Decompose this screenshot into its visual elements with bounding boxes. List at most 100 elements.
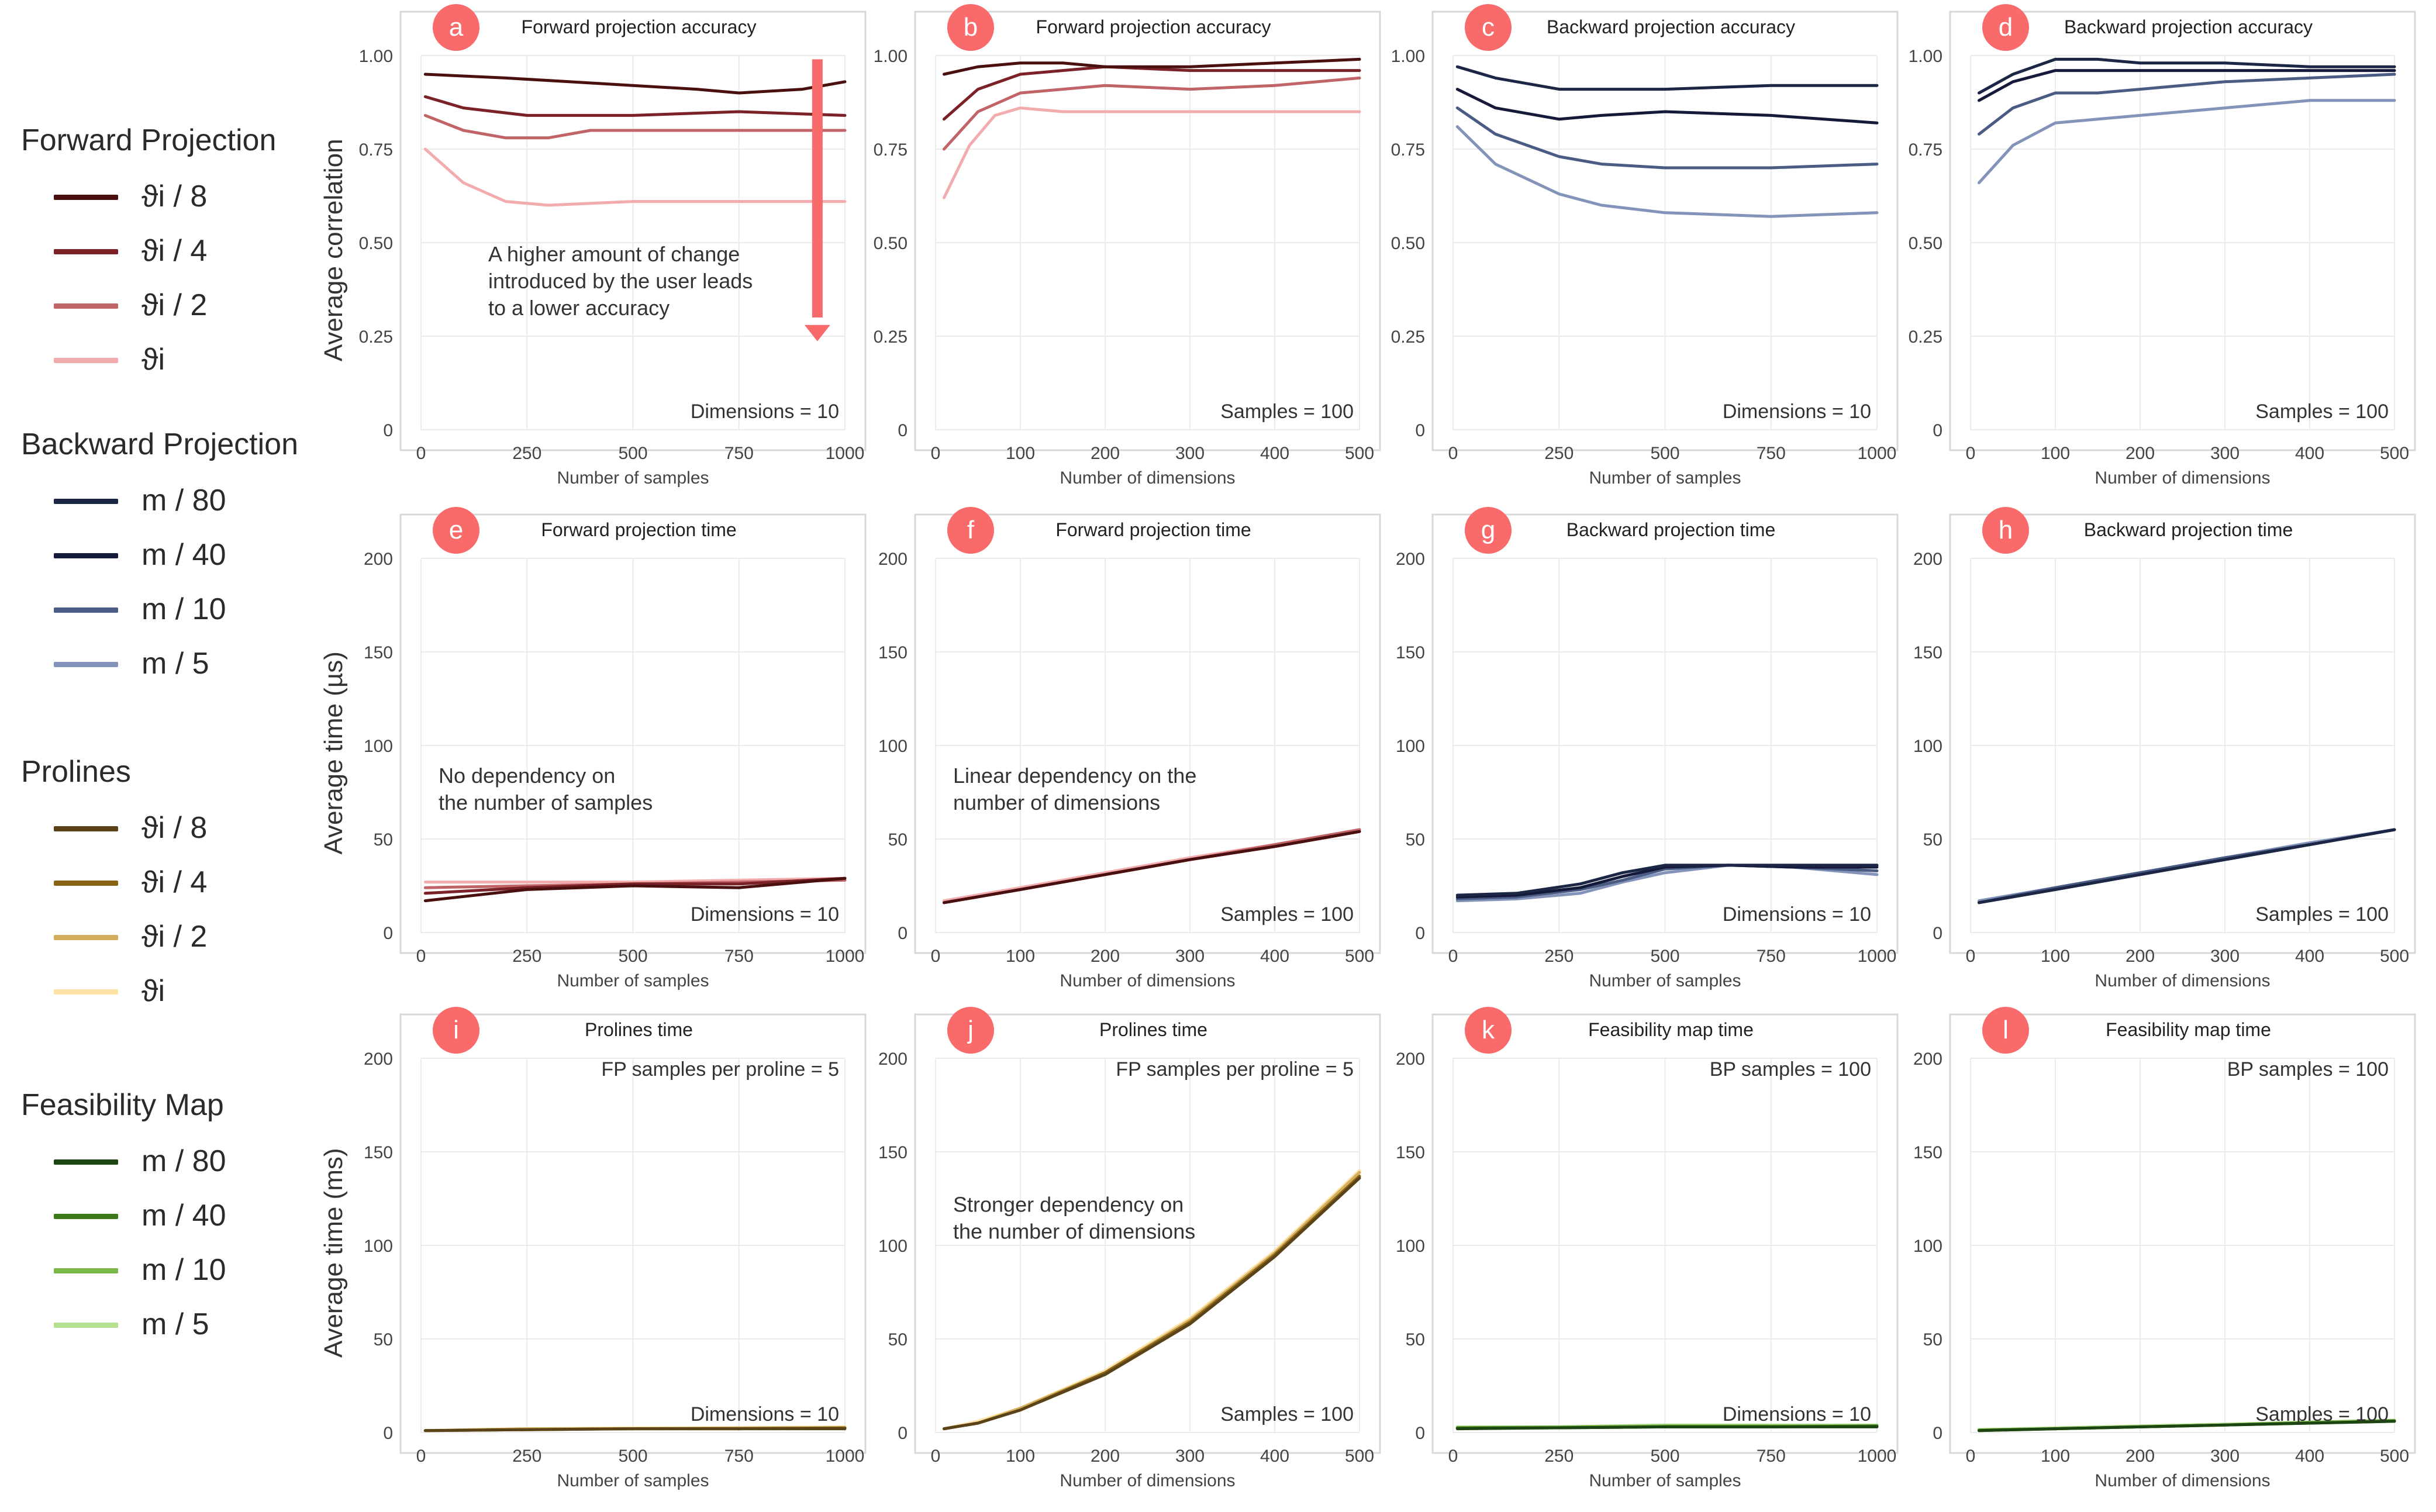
legend-item-bp-3: m / 5: [54, 646, 299, 681]
chart-note: Samples = 100: [1220, 401, 1354, 423]
legend-swatch: [54, 935, 118, 940]
legend-item-pl-0: ϑi / 8: [54, 810, 299, 845]
series-line-1: [423, 876, 847, 895]
x-tick-label: 0: [931, 947, 941, 966]
legend-label: m / 5: [142, 647, 209, 681]
chart-d: 0 100 200 300 400 500 0 0.25 0.50 0.75 1.00 Number …: [1909, 4, 2416, 488]
series-line-1: [423, 95, 847, 117]
y-tick-label: 0.75: [1909, 140, 1942, 160]
y-tick-label: 50: [374, 830, 393, 850]
y-tick-label: 150: [364, 643, 393, 662]
y-tick-label: 0: [1933, 421, 1942, 440]
x-tick-label: 500: [1345, 444, 1374, 463]
y-tick-label: 100: [1913, 1237, 1942, 1256]
series-line-3: [943, 106, 1361, 199]
panel-frame: [914, 11, 1381, 451]
legend-item-pl-3: ϑi: [54, 974, 299, 1009]
legend-swatch: [54, 662, 118, 667]
y-tick-label: 1.00: [1909, 47, 1942, 66]
legend-item-pl-1: ϑi / 4: [54, 865, 299, 900]
annotation-line: the number of dimensions: [953, 1219, 1195, 1243]
x-tick-label: 200: [1091, 444, 1120, 463]
legend-title-fm: Feasibility Map: [21, 1088, 224, 1122]
x-tick-label: 500: [1345, 947, 1374, 966]
chart-note: Dimensions = 10: [1723, 401, 1871, 423]
x-axis-label: Number of dimensions: [1060, 1471, 1235, 1490]
x-tick-label: 1000: [1858, 1447, 1897, 1466]
annotation-line: number of dimensions: [953, 790, 1160, 814]
x-tick-label: 400: [1260, 947, 1289, 966]
legend-title-fp: Forward Projection: [21, 123, 277, 157]
y-tick-label: 200: [1396, 1050, 1425, 1069]
panel-badge: [1982, 4, 2029, 51]
chart-e: 0 250 500 750 1000 0 50 100 150 200 Number of samp…: [364, 507, 867, 990]
panel-letter: g: [1481, 516, 1495, 544]
x-tick-label: 1000: [826, 947, 865, 966]
panel-frame: [1949, 1013, 2416, 1454]
panel-letter: j: [967, 1016, 974, 1044]
legend-item-fm-3: m / 5: [54, 1307, 299, 1342]
panel-frame: [914, 1013, 1381, 1454]
x-tick-label: 300: [2210, 947, 2240, 966]
y-tick-label: 0.50: [1391, 234, 1425, 253]
legend-item-fp-3: ϑi: [54, 342, 299, 377]
x-tick-label: 500: [1650, 947, 1679, 966]
x-tick-label: 500: [1650, 444, 1679, 463]
y-tick-label: 1.00: [1391, 47, 1425, 66]
x-tick-label: 400: [1260, 444, 1289, 463]
x-axis-label: Number of dimensions: [1060, 971, 1235, 990]
y-tick-label: 50: [1406, 830, 1425, 850]
x-axis-label: Number of samples: [557, 971, 709, 990]
x-tick-label: 200: [2126, 947, 2155, 966]
y-tick-label: 0.25: [874, 327, 908, 347]
legend-item-fp-1: ϑi / 4: [54, 233, 299, 268]
panel-badge: [947, 507, 994, 554]
arrow-head: [804, 325, 830, 341]
y-tick-label: 150: [1913, 643, 1942, 662]
series-line-2: [423, 113, 847, 140]
x-tick-label: 300: [1175, 1447, 1205, 1466]
x-tick-label: 100: [2041, 444, 2070, 463]
legend-label: m / 80: [142, 1144, 226, 1178]
x-tick-label: 500: [618, 947, 647, 966]
legend-label: m / 10: [142, 592, 226, 626]
arrow-shaft: [812, 59, 823, 318]
x-tick-label: 400: [2295, 1447, 2324, 1466]
row-ylabel-2: Average time (ms): [319, 1148, 348, 1358]
x-tick-label: 750: [724, 947, 754, 966]
panel-badge: [433, 4, 479, 51]
series-line-1: [1978, 69, 2396, 102]
y-tick-label: 0.75: [359, 140, 393, 160]
y-tick-label: 50: [1923, 830, 1942, 850]
x-tick-label: 250: [1544, 1447, 1574, 1466]
chart-k: 0 250 500 750 1000 0 50 100 150 200 Number of samp…: [1396, 1007, 1899, 1490]
series-line-2: [1455, 106, 1879, 170]
x-tick-label: 0: [1448, 444, 1458, 463]
x-tick-label: 250: [512, 444, 541, 463]
y-tick-label: 0.50: [359, 234, 393, 253]
chart-note: Samples = 100: [1220, 903, 1354, 926]
legend-item-bp-2: m / 10: [54, 592, 299, 627]
x-tick-label: 750: [1757, 947, 1786, 966]
x-axis-label: Number of samples: [557, 1471, 709, 1490]
x-tick-label: 100: [1006, 947, 1035, 966]
annotation-line: the number of samples: [439, 790, 653, 814]
x-axis-label: Number of samples: [1589, 468, 1741, 488]
annotation-line: A higher amount of change: [488, 242, 740, 266]
y-tick-label: 0.50: [1909, 234, 1942, 253]
series-line-2: [1978, 73, 2396, 136]
x-tick-label: 0: [931, 444, 941, 463]
x-tick-label: 0: [416, 444, 426, 463]
x-tick-label: 300: [2210, 444, 2240, 463]
annotation-line: Linear dependency on the: [953, 764, 1196, 788]
annotation-line: No dependency on: [439, 764, 615, 788]
legend-item-bp-1: m / 40: [54, 537, 299, 572]
y-tick-label: 0: [1415, 924, 1425, 943]
panel-badge: [433, 1007, 479, 1054]
chart-j: 0 100 200 300 400 500 0 50 100 150 200 Number of di…: [878, 1007, 1381, 1490]
x-tick-label: 0: [1966, 444, 1976, 463]
legend-panel: Forward Projection ϑi / 8 ϑi / 4 ϑi / 2 ϑi Ba…: [0, 0, 327, 1512]
legend-swatch: [54, 826, 118, 831]
legend-swatch: [54, 1214, 118, 1219]
y-tick-label: 50: [1406, 1330, 1425, 1349]
